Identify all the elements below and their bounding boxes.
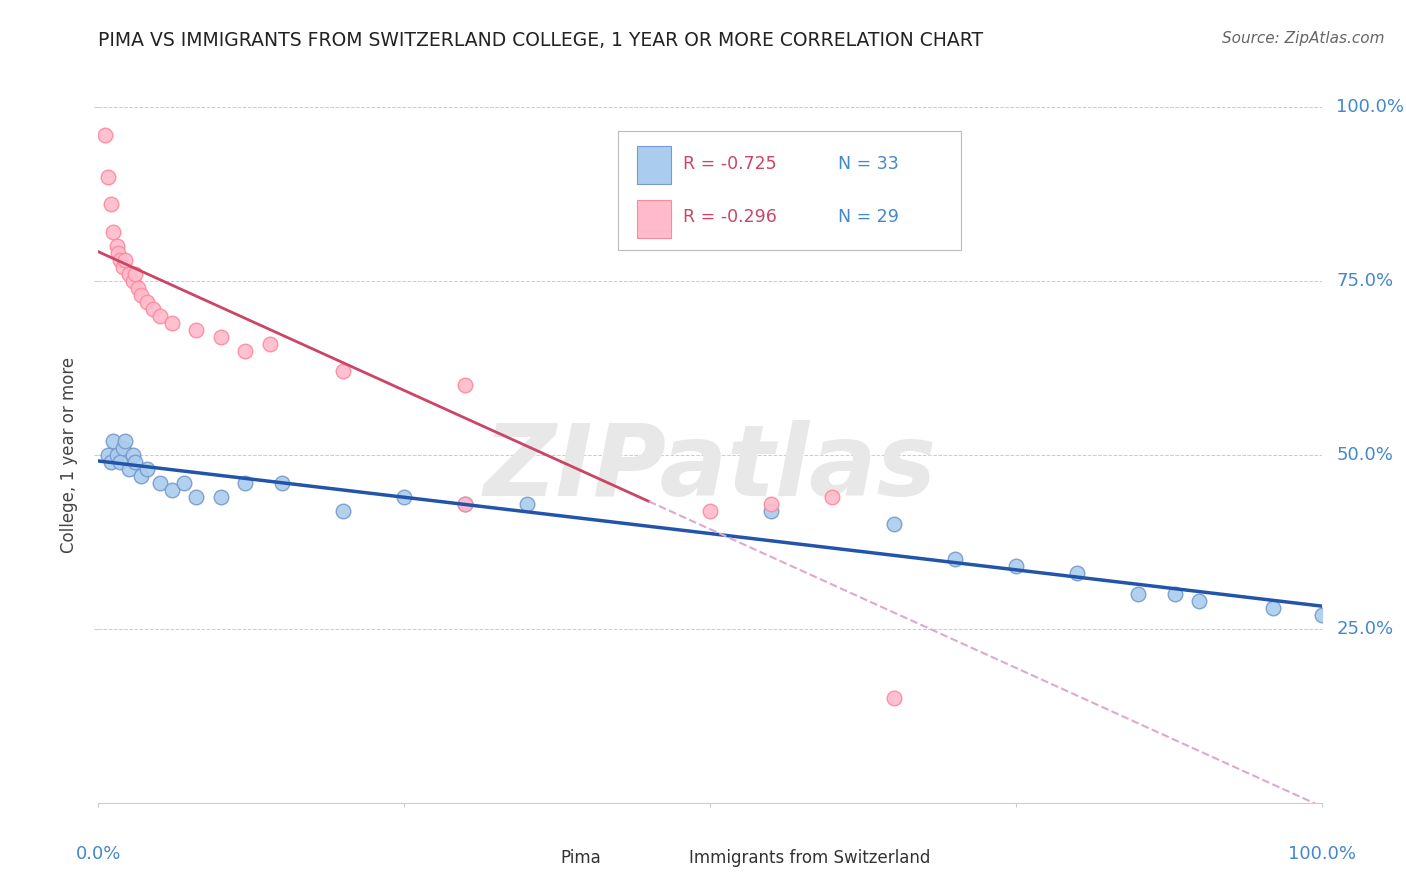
Point (209, 490, 232, 504)
Text: ZIPatlas: ZIPatlas (484, 420, 936, 517)
Text: N = 29: N = 29 (838, 208, 900, 226)
Point (761, 503, 783, 517)
Point (149, 475, 172, 490)
Point (136, 294, 159, 309)
Text: 0.0%: 0.0% (76, 845, 121, 863)
Point (110, 455, 132, 469)
Point (149, 309, 172, 323)
Point (233, 475, 256, 490)
FancyBboxPatch shape (526, 846, 554, 872)
FancyBboxPatch shape (619, 131, 960, 250)
Point (1164, 587, 1187, 601)
FancyBboxPatch shape (637, 200, 671, 238)
Point (107, 246, 129, 260)
Text: 100.0%: 100.0% (1288, 845, 1355, 863)
Text: Immigrants from Switzerland: Immigrants from Switzerland (689, 849, 931, 867)
Point (1128, 587, 1150, 601)
Point (136, 462, 159, 476)
Point (129, 288, 152, 302)
Point (142, 301, 165, 316)
Point (1261, 601, 1284, 615)
Point (105, 448, 128, 462)
Point (332, 503, 354, 517)
Text: Source: ZipAtlas.com: Source: ZipAtlas.com (1222, 31, 1385, 46)
Point (100, 455, 122, 469)
Text: R = -0.725: R = -0.725 (683, 154, 776, 172)
Text: 25.0%: 25.0% (1336, 620, 1393, 638)
Text: 75.0%: 75.0% (1336, 272, 1393, 290)
Point (173, 475, 195, 490)
Point (118, 462, 141, 476)
Point (97, 448, 120, 462)
FancyBboxPatch shape (655, 846, 682, 872)
Point (821, 490, 844, 504)
Text: 100.0%: 100.0% (1336, 98, 1405, 116)
Point (127, 281, 149, 295)
Point (93, 128, 115, 142)
Point (883, 691, 905, 706)
Point (101, 225, 124, 239)
Point (100, 197, 122, 211)
Point (1310, 607, 1333, 622)
Point (186, 490, 208, 504)
Point (160, 316, 183, 330)
Point (114, 253, 136, 268)
Point (160, 483, 183, 497)
Point (97, 169, 120, 184)
Point (1066, 566, 1088, 581)
Point (259, 336, 281, 351)
Point (454, 378, 477, 392)
FancyBboxPatch shape (637, 146, 671, 185)
Point (943, 552, 966, 566)
Point (118, 267, 141, 281)
Point (1004, 559, 1026, 574)
Point (883, 517, 905, 532)
Point (1188, 594, 1211, 608)
Point (129, 468, 152, 483)
Point (111, 441, 134, 455)
Point (124, 455, 146, 469)
Text: 50.0%: 50.0% (1336, 446, 1393, 464)
Point (111, 260, 134, 274)
Point (105, 239, 128, 253)
Point (186, 323, 208, 337)
Point (110, 253, 132, 268)
Point (121, 448, 143, 462)
Text: R = -0.296: R = -0.296 (683, 208, 778, 226)
Text: Pima: Pima (561, 849, 602, 867)
Point (761, 497, 783, 511)
Point (101, 434, 124, 448)
Y-axis label: College, 1 year or more: College, 1 year or more (60, 357, 79, 553)
Point (270, 475, 294, 490)
Point (209, 329, 232, 343)
Point (114, 434, 136, 448)
Point (699, 503, 721, 517)
Point (124, 267, 146, 281)
Text: N = 33: N = 33 (838, 154, 900, 172)
Point (233, 343, 256, 358)
Point (392, 490, 416, 504)
Point (454, 497, 477, 511)
Point (121, 274, 143, 288)
Point (454, 497, 477, 511)
Point (515, 497, 537, 511)
Point (332, 364, 354, 378)
Text: PIMA VS IMMIGRANTS FROM SWITZERLAND COLLEGE, 1 YEAR OR MORE CORRELATION CHART: PIMA VS IMMIGRANTS FROM SWITZERLAND COLL… (98, 31, 984, 50)
